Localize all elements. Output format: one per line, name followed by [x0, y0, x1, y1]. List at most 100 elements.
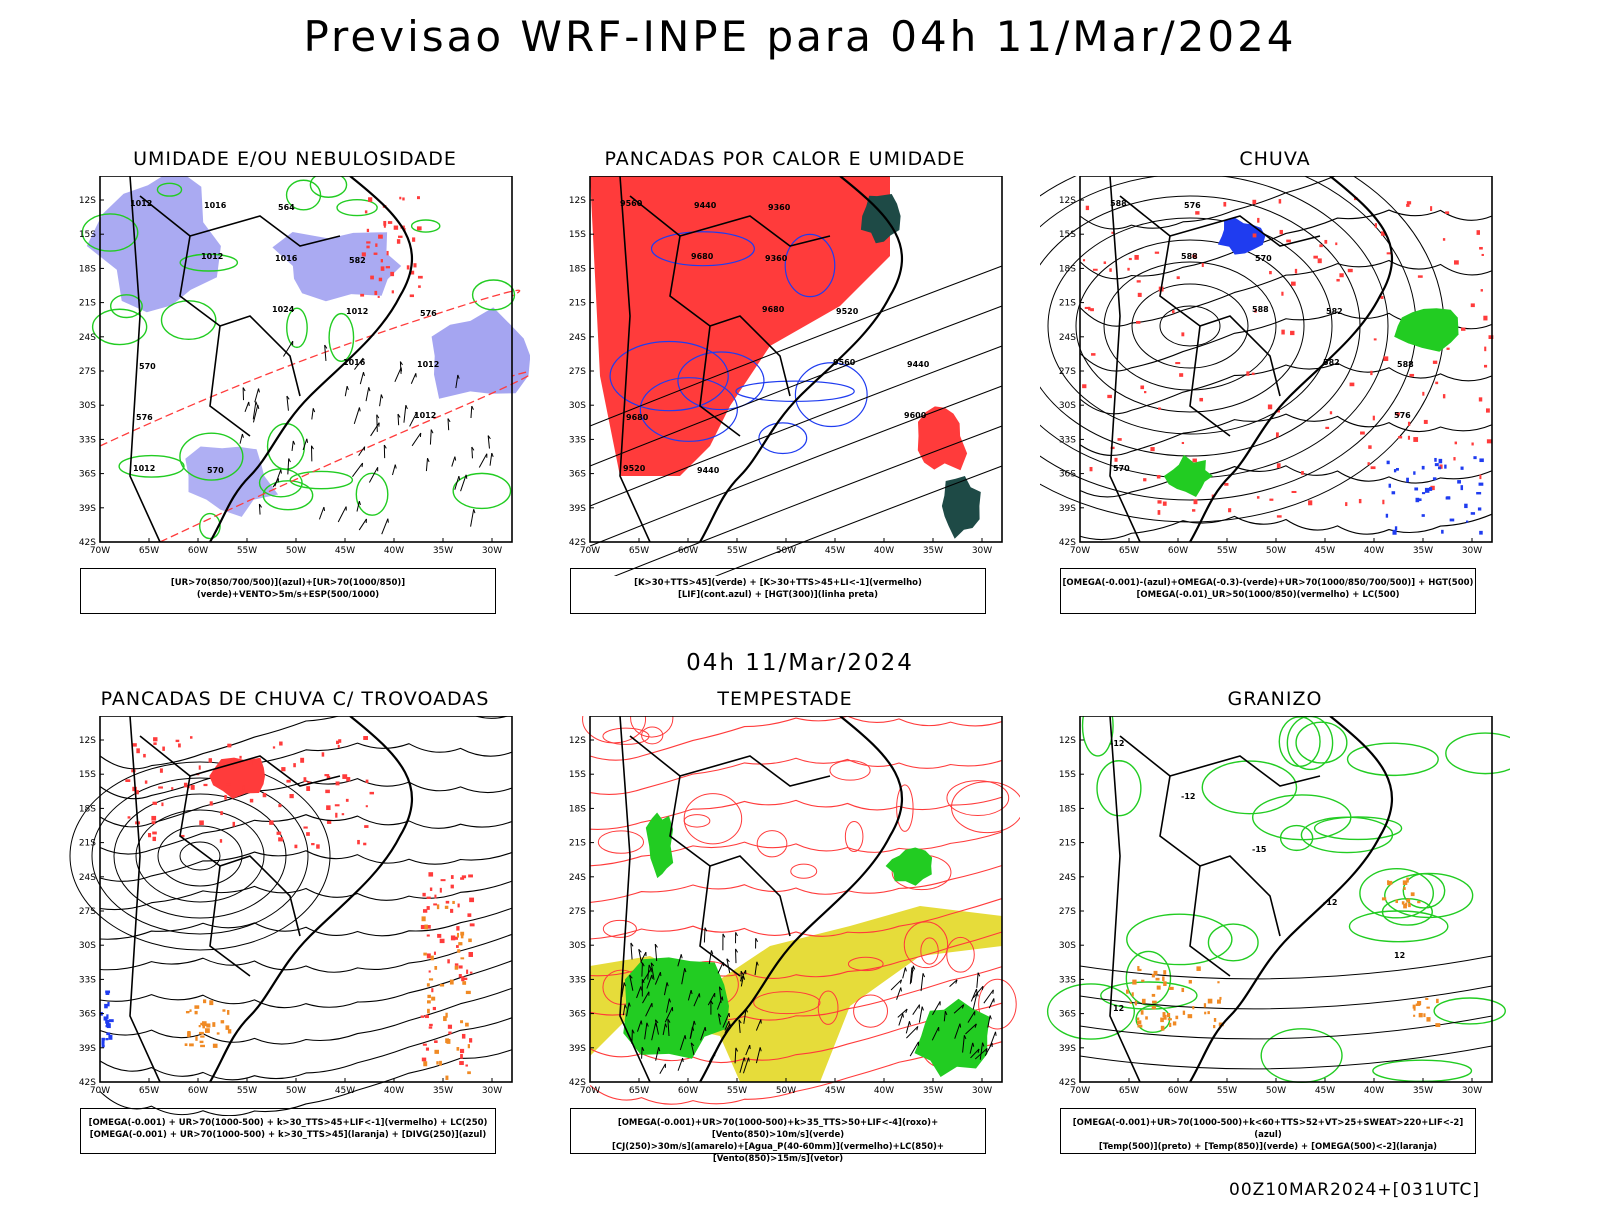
precipitable-water-contour: [684, 794, 742, 844]
wind-vector: [312, 408, 313, 419]
red-speckle: [1107, 395, 1112, 398]
orange-speckle: [205, 1028, 210, 1033]
red-speckle: [368, 197, 372, 202]
lat-label: 27S: [79, 907, 96, 917]
red-speckle: [1090, 308, 1094, 311]
red-speckle: [190, 736, 192, 739]
orange-speckle: [199, 1025, 201, 1027]
lon-label: 50W: [776, 1086, 796, 1096]
contour-label: 9520: [623, 464, 646, 473]
wind-vector-head: [455, 457, 456, 461]
orange-speckle: [225, 1025, 229, 1030]
red-speckle: [303, 827, 307, 829]
blue-speckle: [1479, 483, 1484, 486]
red-speckle: [422, 1058, 426, 1062]
omega500-speckle: [1169, 1023, 1171, 1027]
humidity-lower-contour: [161, 301, 215, 340]
wind-vector-head: [324, 507, 325, 511]
lat-label: 12S: [1059, 196, 1076, 206]
humidity-upper-area: [87, 176, 221, 312]
red-speckle: [381, 266, 385, 270]
orange-speckle: [440, 984, 444, 987]
red-speckle: [1407, 201, 1411, 204]
omega500-speckle: [1219, 997, 1221, 1000]
precipitable-water-contour: [952, 782, 1020, 833]
wind-vector: [452, 457, 455, 467]
lon-label: 50W: [1266, 1086, 1286, 1096]
blue-speckle: [1479, 458, 1483, 462]
red-speckle: [1339, 273, 1343, 277]
orange-speckle: [200, 1045, 205, 1047]
red-speckle: [1155, 252, 1159, 254]
red-speckle: [1481, 289, 1483, 291]
red-speckle: [1408, 422, 1410, 426]
red-speckle: [1279, 199, 1282, 203]
contour-label: 9360: [768, 203, 791, 212]
red-speckle: [412, 237, 415, 241]
orange-speckle: [427, 983, 430, 986]
orange-speckle: [422, 916, 426, 921]
temp850-contour: [1097, 761, 1141, 816]
wind-vector: [288, 458, 289, 474]
red-speckle: [148, 833, 151, 837]
orange-speckle: [227, 1010, 229, 1015]
red-speckle: [1291, 282, 1296, 286]
omega500-speckle: [1403, 887, 1405, 890]
red-speckle: [366, 780, 369, 783]
red-speckle: [418, 285, 421, 288]
red-speckle: [407, 265, 410, 269]
red-speckle: [1157, 500, 1161, 503]
red-speckle: [273, 746, 275, 748]
red-speckle: [410, 294, 414, 297]
omega500-speckle: [1156, 978, 1160, 981]
orange-speckle: [431, 997, 435, 1001]
red-speckle: [1277, 463, 1281, 468]
lat-label: 18S: [79, 804, 96, 814]
hgt500-contour: [1160, 306, 1220, 346]
humidity-lower-contour: [329, 314, 353, 362]
wind-vector: [897, 988, 901, 1000]
omega500-speckle: [1152, 1001, 1157, 1004]
red-speckle: [153, 737, 157, 741]
red-speckle: [448, 1032, 451, 1035]
wind-vector: [275, 470, 281, 487]
wind-vector-head: [913, 966, 914, 970]
red-speckle: [370, 276, 374, 280]
omega500-speckle: [1423, 1013, 1425, 1017]
red-speckle: [386, 266, 390, 268]
omega500-speckle: [1163, 1015, 1166, 1020]
wind-vector-head: [652, 975, 653, 979]
lat-label: 30S: [569, 941, 586, 951]
orange-speckle: [186, 1011, 190, 1013]
red-speckle: [1483, 316, 1487, 321]
red-speckle: [1140, 385, 1144, 389]
red-speckle: [176, 740, 180, 742]
lon-label: 35W: [923, 546, 943, 556]
contour-label: 12: [1394, 951, 1405, 960]
wind-vector: [382, 519, 388, 534]
orange-speckle: [200, 1023, 205, 1026]
red-speckle: [1109, 268, 1111, 272]
red-speckle: [427, 953, 431, 958]
wind-vector-head: [681, 954, 682, 958]
red-speckle: [178, 743, 181, 747]
omega500-speckle: [1142, 999, 1146, 1004]
red-speckle: [1479, 397, 1482, 401]
omega500-speckle: [1382, 897, 1386, 900]
lat-label: 21S: [569, 299, 586, 309]
red-speckle: [336, 781, 340, 785]
contour-label: 9440: [697, 466, 720, 475]
panel-title: CHUVA: [1040, 148, 1510, 170]
red-speckle: [1163, 502, 1167, 506]
red-speckle: [311, 843, 314, 845]
wind850-area-green: [646, 813, 673, 879]
lat-label: 12S: [569, 196, 586, 206]
red-speckle: [1319, 244, 1322, 247]
humidity-lower-contour: [290, 471, 352, 488]
omega500-speckle: [1413, 1015, 1415, 1017]
omega500-speckle: [1169, 987, 1174, 990]
precipitable-water-contour: [854, 995, 888, 1027]
